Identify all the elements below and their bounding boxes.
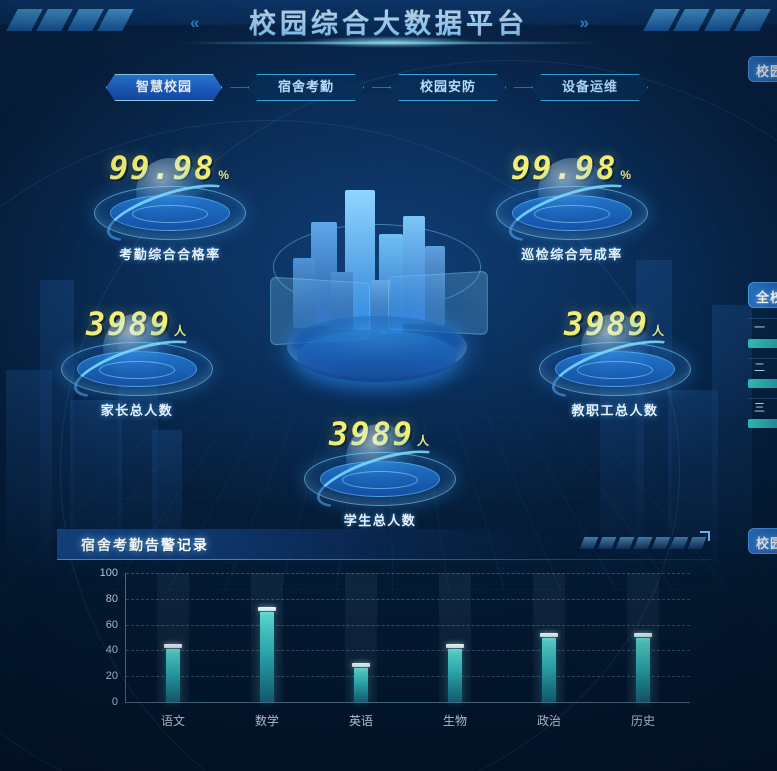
kpi-unit: % <box>620 168 633 182</box>
kpi-parent-total: 3989人 家长总人数 <box>42 308 232 419</box>
chart-gridline <box>126 624 690 626</box>
chevron-left-icon: « <box>190 13 200 33</box>
visual-base-inner <box>297 330 457 382</box>
kpi-disc <box>539 314 691 410</box>
chart-y-tick-label: 40 <box>105 644 118 657</box>
right-panel-1-title: 校园 <box>756 64 777 79</box>
kpi-label: 考勤综合合格率 <box>119 247 221 262</box>
panel-header-line <box>57 559 712 560</box>
kpi-student-total: 3989人 学生总人数 <box>285 418 475 529</box>
chart-y-tick-label: 0 <box>111 696 118 708</box>
chart-x-tick-label: 历史 <box>630 714 656 728</box>
rank-progress-bar <box>748 419 777 428</box>
kpi-label: 学生总人数 <box>343 513 417 528</box>
kpi-staff-total: 3989人 教职工总人数 <box>520 308 710 419</box>
rank-label: 二 <box>754 362 765 374</box>
page-title: 校园综合大数据平台 <box>0 2 777 41</box>
central-3d-visual <box>253 176 501 404</box>
right-panel-3-title: 校园 <box>756 536 777 551</box>
chart-x-tick-label: 生物 <box>442 714 468 728</box>
rank-progress-bar <box>748 339 777 348</box>
panel-tick-decoration <box>579 537 707 549</box>
tab-dorm-attendance[interactable]: 宿舍考勤 <box>248 74 364 101</box>
chart-bar[interactable] <box>352 663 370 702</box>
kpi-disc <box>496 158 648 254</box>
tower-6 <box>293 258 315 328</box>
rank-progress-bar <box>748 379 777 388</box>
chart-y-tick-label: 60 <box>105 618 118 631</box>
kpi-unit: 人 <box>174 324 189 338</box>
right-panel-1: 校园 <box>748 56 777 82</box>
dorm-attendance-alarm-panel: 宿舍考勤告警记录 0 20 40 60 80 100 语文 数学 英语 生物 政治 历史 <box>57 529 712 747</box>
right-panel-2-header: 全校 <box>748 282 777 308</box>
panel-header-bg <box>57 529 557 560</box>
rank-row: 一 <box>748 318 777 348</box>
chart-bar[interactable] <box>634 632 652 702</box>
right-panel-3: 校园 <box>748 528 777 554</box>
kpi-disc-inner <box>99 361 175 379</box>
kpi-label: 家长总人数 <box>100 403 174 418</box>
right-panel-2: 全校 一 二 三 <box>748 282 777 428</box>
chart-bar[interactable] <box>258 606 276 702</box>
kpi-unit: 人 <box>417 434 432 448</box>
panel-header: 宿舍考勤告警记录 <box>57 529 712 560</box>
chart-x-tick-label: 语文 <box>160 714 186 728</box>
kpi-disc-inner <box>132 205 208 223</box>
rank-divider <box>748 358 777 359</box>
panel-corner-marker <box>700 531 710 541</box>
nav-separator-3 <box>514 87 532 88</box>
chart-plot-area: 0 20 40 60 80 100 语文 数学 英语 生物 政治 历史 <box>100 567 690 728</box>
rank-divider <box>748 398 777 399</box>
chart-y-tick-label: 20 <box>105 670 118 683</box>
kpi-disc <box>304 424 456 520</box>
nav-separator-2 <box>372 87 390 88</box>
rank-label: 一 <box>754 322 765 334</box>
kpi-disc-mid <box>77 351 197 387</box>
kpi-disc-inner <box>534 205 610 223</box>
nav-tabs[interactable]: 智慧校园 宿舍考勤 校园安防 设备运维 <box>0 74 777 101</box>
chart-gridline <box>126 676 690 678</box>
right-panel-1-header: 校园 <box>748 56 777 82</box>
panel-title: 宿舍考勤告警记录 <box>81 537 209 553</box>
chart-x-tick-label: 数学 <box>254 714 280 728</box>
kpi-disc-inner <box>577 361 653 379</box>
chart-x-tick-label: 英语 <box>348 714 374 728</box>
rank-row: 三 <box>748 398 777 428</box>
chart-gridline <box>126 650 690 652</box>
tower-7 <box>331 272 353 330</box>
tower-4 <box>403 216 425 324</box>
header-glow <box>300 36 480 48</box>
chart-gridline <box>126 573 690 574</box>
chart-y-tick-label: 100 <box>99 567 118 579</box>
tab-device-ops[interactable]: 设备运维 <box>532 74 648 101</box>
tower-5 <box>425 246 445 326</box>
chart-bar[interactable] <box>446 644 464 702</box>
tab-smart-campus[interactable]: 智慧校园 <box>106 74 222 101</box>
right-panel-2-title: 全校 <box>756 290 777 305</box>
kpi-disc-inner <box>342 471 418 489</box>
kpi-unit: 人 <box>652 324 667 338</box>
tab-campus-security[interactable]: 校园安防 <box>390 74 506 101</box>
chart-bar[interactable] <box>540 632 558 702</box>
chart-bar[interactable] <box>164 644 182 702</box>
kpi-inspection-complete-rate: 99.98% 巡检综合完成率 <box>477 152 667 263</box>
chart-x-tick-label: 政治 <box>536 714 562 728</box>
kpi-label: 教职工总人数 <box>571 403 659 418</box>
nav-separator-1 <box>230 87 248 88</box>
app-header: « 校园综合大数据平台 » <box>0 0 777 58</box>
chart-y-tick-label: 80 <box>105 592 118 605</box>
kpi-disc <box>61 314 213 410</box>
rank-label: 三 <box>754 402 765 414</box>
right-panel-3-header: 校园 <box>748 528 777 554</box>
chart-gridline <box>126 598 690 600</box>
chevron-right-icon: » <box>579 13 590 32</box>
kpi-disc <box>94 158 246 254</box>
alarm-bar-chart: 0 20 40 60 80 100 语文 数学 英语 生物 政治 历史 <box>57 565 712 743</box>
kpi-unit: % <box>218 168 231 182</box>
rank-row: 二 <box>748 358 777 388</box>
kpi-attendance-pass-rate: 99.98% 考勤综合合格率 <box>75 152 265 263</box>
kpi-label: 巡检综合完成率 <box>521 247 623 262</box>
rank-divider <box>748 318 777 319</box>
